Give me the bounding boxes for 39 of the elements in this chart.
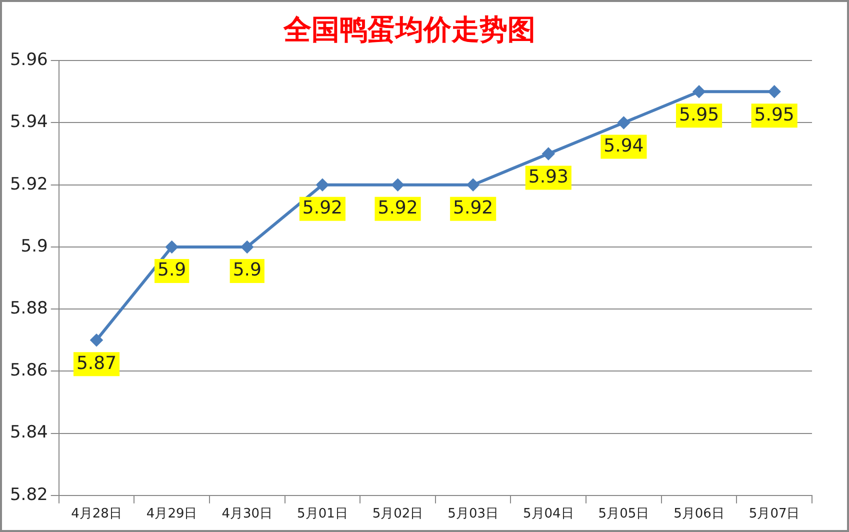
x-tick-label: 4月29日 (146, 506, 198, 522)
chart-title: 全国鸭蛋均价走势图 (282, 13, 536, 46)
point (693, 86, 706, 98)
point (241, 240, 254, 253)
data-label: 5.92 (453, 198, 494, 218)
x-tick-label: 5月04日 (522, 506, 574, 522)
point (90, 334, 103, 346)
x-tick-label: 5月02日 (372, 506, 424, 522)
x-tick-label: 5月07日 (748, 506, 800, 522)
data-label: 5.87 (76, 352, 117, 374)
x-tick-label: 5月05日 (598, 506, 650, 522)
data-label: 5.92 (378, 198, 418, 218)
point (768, 86, 780, 98)
point (467, 178, 480, 191)
data-label: 5.93 (528, 166, 568, 188)
data-label: 5.95 (754, 104, 794, 126)
point (392, 178, 404, 191)
x-tick-label: 4月30日 (222, 506, 273, 522)
x-tick-label: 5月01日 (297, 506, 348, 522)
data-label: 5.92 (302, 198, 342, 218)
data-label: 5.94 (604, 135, 644, 156)
point (542, 148, 554, 160)
y-tick-label: 5.82 (10, 484, 48, 505)
point (166, 240, 178, 253)
x-tick-label: 5月03日 (448, 506, 498, 522)
y-tick-label: 5.86 (10, 360, 48, 381)
x-tick-label: 4月28日 (71, 506, 122, 522)
x-tick-label: 5月06日 (674, 506, 724, 522)
y-tick-label: 5.94 (10, 112, 48, 132)
y-tick-label: 5.9 (20, 236, 48, 256)
y-tick-label: 5.96 (10, 50, 48, 70)
y-tick-label: 5.92 (10, 174, 48, 194)
data-label: 5.9 (232, 260, 262, 281)
y-tick-label: 5.88 (10, 298, 48, 318)
data-label: 5.9 (158, 260, 186, 281)
data-label: 5.95 (678, 104, 720, 126)
y-tick-label: 5.84 (10, 422, 48, 443)
point (316, 178, 328, 191)
point (618, 116, 630, 129)
